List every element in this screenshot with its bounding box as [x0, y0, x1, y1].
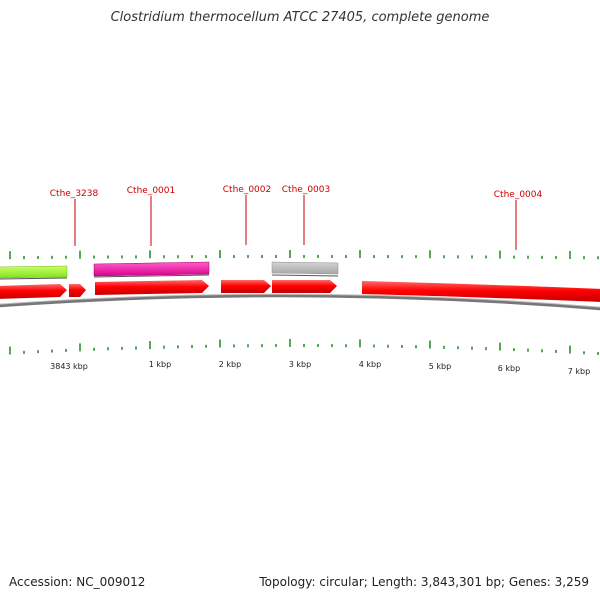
cds-arrow-3[interactable] — [95, 280, 209, 295]
feature-underline-green — [0, 277, 68, 280]
scale-label-3843-kbp: 3843 kbp — [50, 362, 88, 371]
map-title: Clostridium thermocellum ATCC 27405, com… — [110, 10, 490, 25]
cds-arrow-1[interactable] — [0, 284, 67, 299]
gene-label-cthe-0001[interactable]: Cthe_0001 — [127, 186, 175, 196]
scale-label-7-kbp: 7 kbp — [568, 367, 590, 376]
gene-label-cthe-3238[interactable]: Cthe_3238 — [50, 189, 99, 199]
cds-arrow-6[interactable] — [362, 281, 600, 302]
scale-label-4-kbp: 4 kbp — [359, 360, 381, 369]
scale-label-5-kbp: 5 kbp — [429, 362, 451, 371]
scale-label-6-kbp: 6 kbp — [498, 364, 520, 373]
gene-label-cthe-0003[interactable]: Cthe_0003 — [282, 185, 330, 195]
cds-arrow-5[interactable] — [272, 280, 337, 293]
genome-summary: Topology: circular; Length: 3,843,301 bp… — [259, 575, 589, 589]
feature-underline-magenta — [93, 274, 210, 278]
inner-tick-marks — [9, 339, 599, 355]
genome-backbone — [0, 294, 600, 311]
feature-block-magenta[interactable] — [93, 261, 210, 277]
feature-underline-gray — [271, 274, 339, 277]
feature-block-gray[interactable] — [271, 261, 339, 275]
feature-block-green[interactable] — [0, 265, 68, 279]
accession-label: Accession: NC_009012 — [9, 575, 146, 589]
cds-arrow-4[interactable] — [221, 280, 271, 293]
scale-label-2-kbp: 2 kbp — [219, 360, 241, 369]
gene-label-cthe-0004[interactable]: Cthe_0004 — [494, 190, 543, 200]
outer-tick-marks — [9, 250, 599, 260]
gene-label-cthe-0002[interactable]: Cthe_0002 — [223, 185, 271, 195]
genome-backbone-highlight — [0, 293, 600, 308]
scale-label-1-kbp: 1 kbp — [149, 360, 171, 369]
cds-arrow-2[interactable] — [69, 284, 86, 297]
scale-label-3-kbp: 3 kbp — [289, 360, 311, 369]
